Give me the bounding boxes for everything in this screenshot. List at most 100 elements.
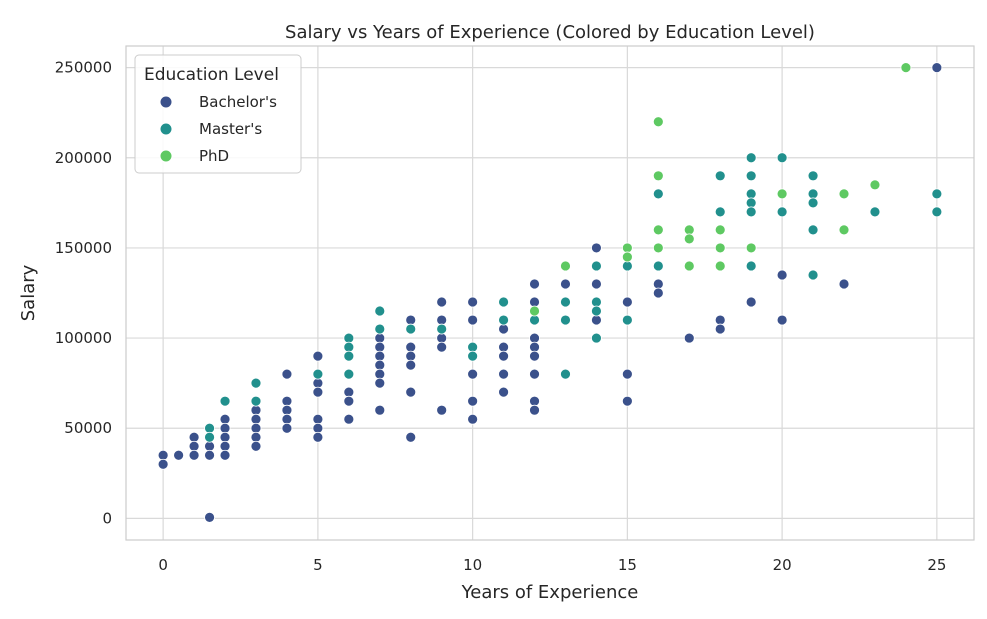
- data-point-bachelors: [250, 422, 262, 434]
- data-point-phd: [621, 242, 633, 254]
- data-point-bachelors: [498, 350, 509, 362]
- legend-label-bachelors: Bachelor's: [199, 93, 277, 111]
- y-tick-label: 50000: [64, 419, 112, 437]
- data-point-bachelors: [498, 386, 509, 398]
- data-point-bachelors: [529, 395, 540, 407]
- data-point-phd: [838, 188, 850, 200]
- data-point-bachelors: [405, 314, 417, 326]
- data-point-masters: [621, 260, 633, 272]
- data-point-bachelors: [498, 323, 509, 335]
- data-point-masters: [467, 350, 479, 362]
- data-point-bachelors: [745, 296, 757, 308]
- data-point-masters: [374, 305, 386, 317]
- data-point-bachelors: [652, 287, 664, 299]
- data-point-phd: [621, 251, 633, 263]
- data-point-phd: [869, 179, 881, 191]
- legend-label-masters: Master's: [199, 120, 262, 138]
- data-point-masters: [931, 206, 943, 218]
- data-point-bachelors: [250, 413, 262, 425]
- data-point-masters: [807, 188, 819, 200]
- data-point-masters: [498, 296, 509, 308]
- data-point-bachelors: [931, 62, 943, 74]
- data-point-masters: [714, 170, 726, 182]
- data-point-bachelors: [250, 440, 262, 452]
- data-point-phd: [838, 224, 850, 236]
- data-point-phd: [683, 224, 695, 236]
- y-axis-label: Salary: [18, 264, 39, 321]
- data-point-bachelors: [591, 278, 602, 290]
- y-tick-label: 0: [102, 509, 112, 527]
- data-point-bachelors: [405, 386, 417, 398]
- data-point-masters: [745, 170, 757, 182]
- data-point-bachelors: [529, 404, 540, 416]
- data-point-phd: [683, 260, 695, 272]
- data-point-bachelors: [467, 368, 479, 380]
- data-point-bachelors: [405, 359, 417, 371]
- data-point-bachelors: [188, 440, 200, 452]
- data-point-phd: [529, 305, 540, 317]
- data-point-bachelors: [188, 449, 200, 461]
- data-point-phd: [560, 260, 571, 272]
- data-point-bachelors: [281, 368, 293, 380]
- data-point-bachelors: [281, 413, 293, 425]
- x-tick-label: 5: [313, 556, 323, 574]
- data-point-masters: [591, 260, 602, 272]
- data-point-bachelors: [529, 368, 540, 380]
- data-point-bachelors: [374, 404, 386, 416]
- data-point-masters: [807, 269, 819, 281]
- y-tick-label: 150000: [55, 239, 112, 257]
- data-point-bachelors: [405, 431, 417, 443]
- data-point-masters: [204, 422, 215, 434]
- data-point-masters: [745, 152, 757, 164]
- data-point-masters: [652, 260, 664, 272]
- data-point-bachelors: [436, 332, 448, 344]
- data-point-bachelors: [374, 368, 386, 380]
- data-point-phd: [900, 62, 912, 74]
- data-point-masters: [343, 350, 355, 362]
- data-point-bachelors: [560, 278, 571, 290]
- data-point-phd: [652, 170, 664, 182]
- data-point-masters: [204, 431, 215, 443]
- data-point-bachelors: [405, 350, 417, 362]
- data-point-bachelors: [173, 449, 185, 461]
- data-point-bachelors: [529, 278, 540, 290]
- points-layer: [157, 62, 943, 523]
- grid-layer: [126, 46, 974, 540]
- data-point-masters: [807, 170, 819, 182]
- data-point-masters: [714, 206, 726, 218]
- data-point-bachelors: [157, 458, 169, 470]
- data-point-bachelors: [374, 377, 386, 389]
- y-tick-label: 100000: [55, 329, 112, 347]
- data-point-masters: [498, 314, 509, 326]
- data-point-masters: [931, 188, 943, 200]
- data-point-bachelors: [436, 341, 448, 353]
- data-point-bachelors: [250, 431, 262, 443]
- data-point-masters: [312, 368, 324, 380]
- data-point-bachelors: [714, 314, 726, 326]
- data-point-bachelors: [591, 314, 602, 326]
- legend: Education Level Bachelor's Master's PhD: [134, 54, 302, 174]
- x-tick-label: 20: [773, 556, 792, 574]
- data-point-bachelors: [219, 422, 231, 434]
- data-point-masters: [591, 305, 602, 317]
- data-point-phd: [652, 224, 664, 236]
- data-point-masters: [436, 323, 448, 335]
- data-point-masters: [343, 368, 355, 380]
- data-point-masters: [776, 152, 788, 164]
- tick-labels: 0 5 10 15 20 25 0 50000 100000 150000 200000 250000: [55, 59, 947, 574]
- data-point-bachelors: [204, 511, 215, 523]
- x-tick-label: 0: [158, 556, 168, 574]
- legend-marker-bachelors: [159, 95, 173, 109]
- data-point-bachelors: [621, 368, 633, 380]
- data-point-bachelors: [467, 413, 479, 425]
- data-point-bachelors: [281, 395, 293, 407]
- data-point-bachelors: [219, 440, 231, 452]
- data-point-masters: [250, 377, 262, 389]
- data-point-bachelors: [467, 296, 479, 308]
- data-point-masters: [776, 206, 788, 218]
- data-point-bachelors: [204, 440, 215, 452]
- legend-marker-phd: [159, 149, 173, 163]
- data-point-masters: [807, 224, 819, 236]
- data-point-bachelors: [436, 314, 448, 326]
